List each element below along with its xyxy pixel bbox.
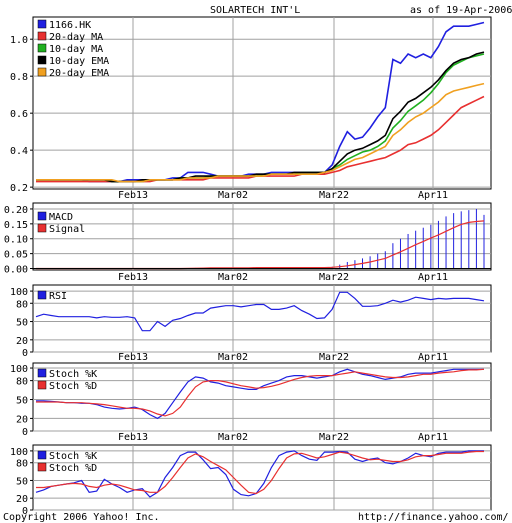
- legend-swatch: [37, 55, 47, 65]
- y-tick-label: 80: [16, 377, 28, 388]
- panel-stoch_slow: 0 20 50 80 100 Feb13 Mar02 Mar22 Apr11 Stoch %KSt…: [10, 362, 492, 443]
- y-tick-label: 0.20: [4, 205, 28, 216]
- legend-label: Stoch %D: [49, 381, 97, 392]
- legend-swatch: [37, 19, 47, 29]
- series-line: [36, 450, 484, 495]
- y-tick-label: 0: [22, 348, 28, 359]
- y-tick-label: 0.8: [10, 72, 28, 83]
- source-url[interactable]: http://finance.yahoo.com/: [358, 512, 509, 523]
- x-tick-label: Mar02: [218, 190, 248, 201]
- y-tick-label: 0.6: [10, 109, 28, 120]
- plot-frame: [32, 202, 492, 271]
- y-tick-label: 1.0: [10, 35, 28, 46]
- x-tick-label: Apr11: [418, 190, 448, 201]
- x-tick-label: Feb13: [118, 352, 148, 363]
- legend-swatch: [37, 223, 47, 233]
- y-tick-label: 50: [16, 318, 28, 329]
- legend-label: 20-day MA: [49, 32, 103, 43]
- series-line: [36, 51, 485, 183]
- copyright-text: Copyright 2006 Yahoo! Inc.: [3, 512, 160, 523]
- y-tick-label: 80: [16, 459, 28, 470]
- legend-label: Stoch %D: [49, 463, 97, 474]
- y-tick-label: 50: [16, 476, 28, 487]
- legend-swatch: [37, 67, 47, 77]
- x-tick-label: Apr11: [418, 432, 448, 443]
- series-line: [36, 368, 485, 417]
- y-tick-label: 20: [16, 336, 28, 347]
- y-tick-label: 0.2: [10, 183, 28, 194]
- legend-swatch: [37, 368, 47, 378]
- x-tick-label: Feb13: [118, 190, 148, 201]
- y-tick-label: 20: [16, 414, 28, 425]
- legend-swatch: [37, 31, 47, 41]
- legend-label: 10-day MA: [49, 44, 103, 55]
- legend-label: Stoch %K: [49, 369, 97, 380]
- x-tick-label: Mar02: [218, 352, 248, 363]
- y-tick-label: 50: [16, 396, 28, 407]
- chart-panels: 0.2 0.4 0.6 0.8 1.0 Feb13 Mar02 Mar22 Apr11 1166.…: [4, 16, 492, 517]
- y-tick-label: 100: [10, 447, 28, 458]
- x-tick-label: Feb13: [118, 272, 148, 283]
- legend-label: RSI: [49, 291, 67, 302]
- plot-frame: [32, 16, 492, 190]
- y-tick-label: 100: [10, 364, 28, 375]
- x-tick-label: Mar22: [319, 432, 349, 443]
- legend-swatch: [37, 211, 47, 221]
- y-tick-label: 0: [22, 506, 28, 517]
- chart-title: SOLARTECH INT'L: [210, 5, 300, 16]
- legend-swatch: [37, 450, 47, 460]
- x-tick-label: Mar22: [319, 272, 349, 283]
- as-of-date: as of 19-Apr-2006: [410, 5, 512, 16]
- series-line: [35, 291, 485, 332]
- x-tick-label: Apr11: [418, 352, 448, 363]
- legend-label: 20-day EMA: [49, 68, 109, 79]
- legend-label: 1166.HK: [49, 20, 91, 31]
- y-tick-label: 0.00: [4, 265, 28, 276]
- x-tick-label: Mar02: [218, 272, 248, 283]
- x-tick-label: Mar22: [319, 352, 349, 363]
- legend-swatch: [37, 380, 47, 390]
- series-line: [36, 82, 485, 183]
- legend-label: Signal: [49, 224, 85, 235]
- y-tick-label: 20: [16, 494, 28, 505]
- panel-price: 0.2 0.4 0.6 0.8 1.0 Feb13 Mar02 Mar22 Apr11 1166.…: [10, 16, 492, 201]
- legend-label: 10-day EMA: [49, 56, 109, 67]
- y-tick-label: 0.10: [4, 235, 28, 246]
- legend-label: Stoch %K: [49, 451, 97, 462]
- y-tick-label: 100: [10, 287, 28, 298]
- y-tick-label: 0: [22, 427, 28, 438]
- x-tick-label: Feb13: [118, 432, 148, 443]
- legend-label: MACD: [49, 212, 73, 223]
- y-tick-label: 0.4: [10, 146, 28, 157]
- legend-swatch: [37, 43, 47, 53]
- x-tick-label: Mar02: [218, 432, 248, 443]
- plot-frame: [32, 362, 492, 432]
- y-tick-label: 80: [16, 299, 28, 310]
- y-tick-label: 0.15: [4, 220, 28, 231]
- y-tick-label: 0.05: [4, 250, 28, 261]
- legend-swatch: [37, 462, 47, 472]
- panel-macd: 0.00 0.05 0.10 0.15 0.20 Feb13 Mar02 Mar22 Apr11…: [4, 202, 492, 283]
- x-tick-label: Mar22: [319, 190, 349, 201]
- x-tick-label: Apr11: [418, 272, 448, 283]
- series-line: [35, 450, 484, 498]
- plot-frame: [32, 444, 492, 511]
- plot-frame: [32, 284, 492, 353]
- legend-swatch: [37, 290, 47, 300]
- legend: RSI: [37, 290, 67, 302]
